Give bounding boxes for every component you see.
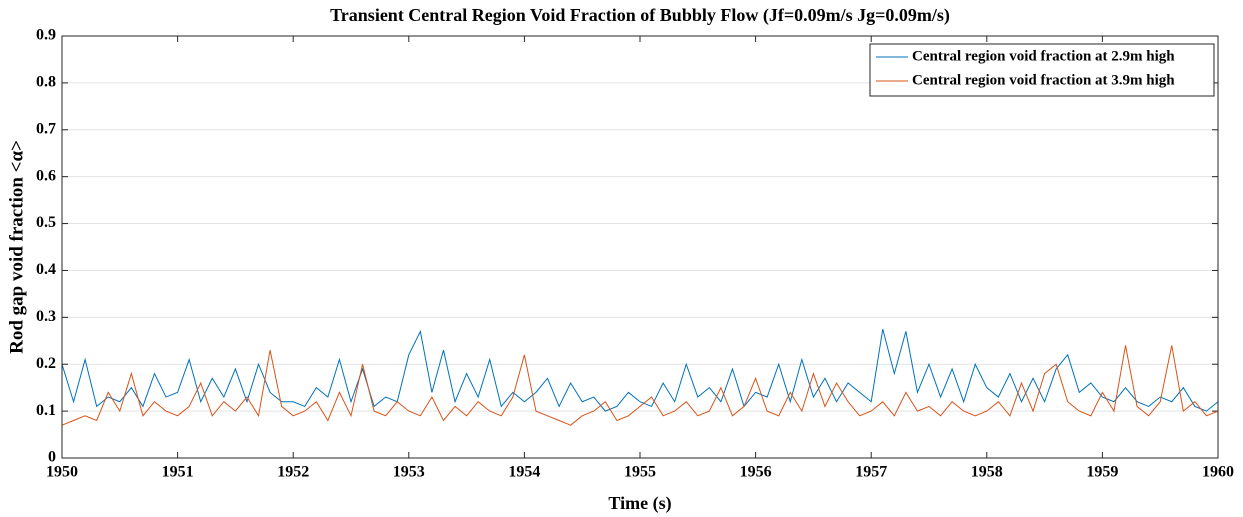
- y-tick-label: 0.8: [36, 74, 56, 91]
- legend-label: Central region void fraction at 3.9m hig…: [912, 72, 1175, 88]
- x-tick-label: 1958: [971, 464, 1003, 481]
- y-tick-label: 0.3: [36, 308, 56, 325]
- series-line: [61, 328, 1219, 412]
- x-tick-label: 1952: [277, 464, 309, 481]
- legend-label: Central region void fraction at 2.9m hig…: [912, 48, 1175, 64]
- legend-box: [869, 43, 1215, 97]
- x-tick-label: 1955: [624, 464, 656, 481]
- y-tick-label: 0.6: [36, 167, 56, 184]
- x-tick-label: 1960: [1202, 464, 1234, 481]
- x-tick-label: 1950: [46, 464, 78, 481]
- y-tick-label: 0.7: [36, 120, 56, 137]
- y-tick-label: 0.5: [36, 214, 56, 231]
- x-tick-label: 1956: [740, 464, 772, 481]
- series-line: [61, 345, 1219, 426]
- y-tick-label: 0.1: [36, 402, 56, 419]
- x-tick-label: 1954: [508, 464, 540, 481]
- y-tick-label: 0.9: [36, 27, 56, 44]
- y-tick-label: 0.4: [36, 261, 56, 278]
- x-tick-label: 1957: [855, 464, 887, 481]
- y-axis-label: Rod gap void fraction <α>: [6, 140, 27, 354]
- plot-frame: [61, 35, 1219, 459]
- x-tick-label: 1951: [162, 464, 194, 481]
- x-tick-label: 1959: [1086, 464, 1118, 481]
- chart-title: Transient Central Region Void Fraction o…: [330, 5, 950, 26]
- y-tick-label: 0.2: [36, 355, 56, 372]
- x-axis-label: Time (s): [608, 493, 671, 514]
- x-tick-label: 1953: [393, 464, 425, 481]
- y-tick-label: 0: [48, 449, 56, 466]
